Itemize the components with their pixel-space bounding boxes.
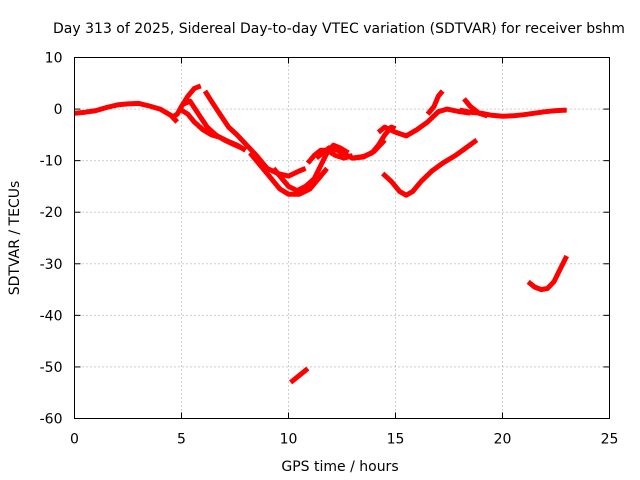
x-tick-label: 0 [70, 432, 79, 448]
y-tick-label: -40 [40, 308, 63, 324]
plot-frame [74, 57, 610, 419]
series-arc-12 [425, 89, 445, 116]
y-axis-label: SDTVAR / TECUs [7, 181, 23, 296]
x-axis-label: GPS time / hours [281, 459, 398, 475]
x-tick-label: 10 [280, 432, 298, 448]
x-tick-label: 25 [601, 432, 619, 448]
y-tick-label: 0 [54, 102, 63, 118]
series-arc-7 [271, 142, 350, 194]
y-tick-label: 10 [45, 51, 63, 67]
y-tick-label: -20 [40, 205, 63, 221]
axis-ticks: 0 5 10 15 20 25 10 0 -10 -20 -30 -40 -50 -60 [40, 51, 619, 448]
series-arc-14 [462, 97, 489, 119]
data-series [74, 83, 569, 385]
series-arc-10 [340, 138, 387, 161]
chart-title: Day 313 of 2025, Sidereal Day-to-day VTE… [53, 21, 625, 37]
x-tick-label: 15 [387, 432, 405, 448]
x-tick-label: 20 [494, 432, 512, 448]
series-arc-1 [74, 100, 180, 124]
series-arc-6 [248, 151, 329, 197]
series-arc-17 [526, 254, 569, 293]
y-tick-label: -30 [40, 257, 63, 273]
series-arc-11 [376, 106, 471, 139]
series-arc-16 [289, 366, 310, 385]
y-tick-label: -50 [40, 360, 63, 376]
x-tick-label: 5 [177, 432, 186, 448]
y-tick-label: -10 [40, 154, 63, 170]
series-arc-4 [180, 107, 247, 153]
series-arc-15 [381, 137, 479, 198]
series-arc-5 [202, 89, 307, 179]
y-tick-label: -60 [40, 412, 63, 428]
